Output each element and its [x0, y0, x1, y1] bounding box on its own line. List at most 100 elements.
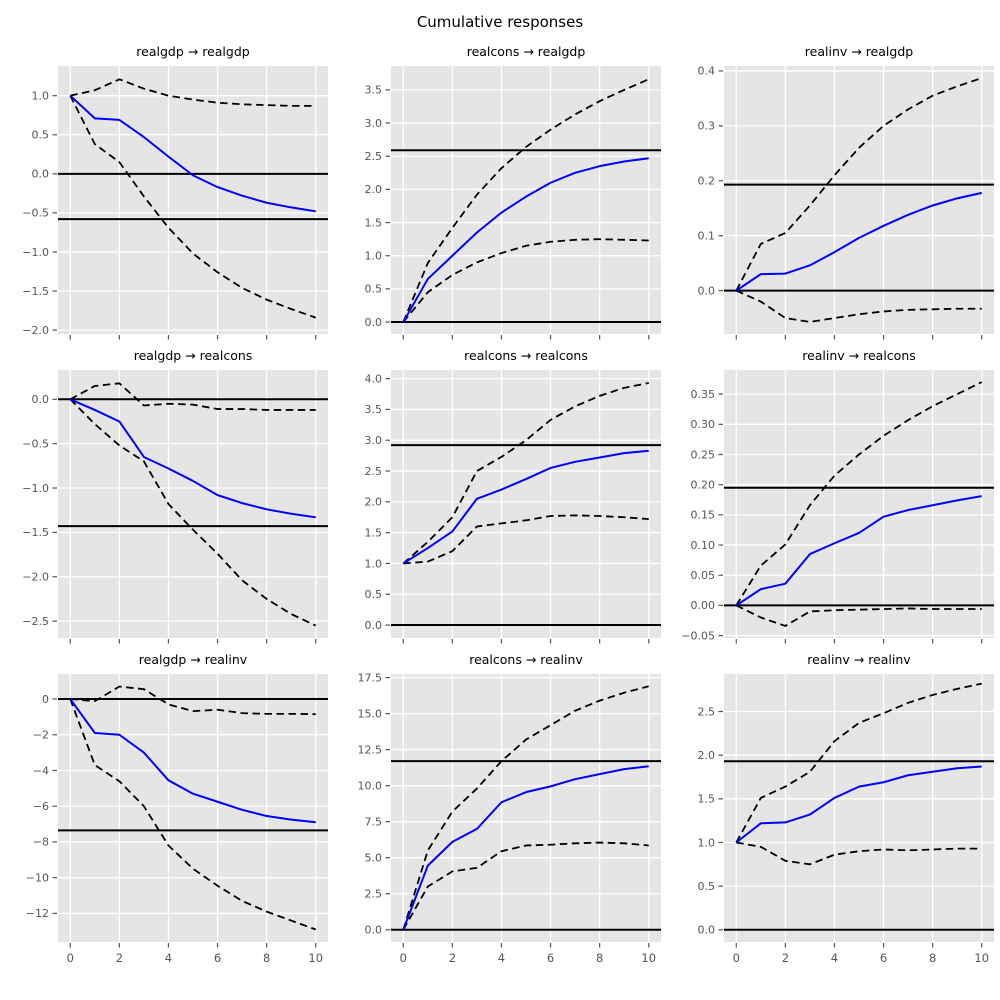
chart-cell-realcons-to-realgdp: 3.5 3.0 2.5 2.0 1.5 1.0 0.5 0.0 realcons → realg… — [334, 40, 667, 344]
lower-confidence-band — [68, 95, 316, 319]
y-tick-label: 0.00 — [690, 599, 715, 612]
y-tick-label: −6 — [32, 800, 48, 813]
y-tick-label: −4 — [32, 764, 48, 777]
chart-cell-realinv-to-realinv: 0 2 4 6 8 10 2.5 2.0 1.5 1.0 0.5 0.0 realinv → reali… — [667, 648, 1000, 984]
x-tick-label: 6 — [546, 951, 553, 965]
x-tick-label: 2 — [781, 951, 788, 965]
cumulative-response-line — [735, 191, 982, 292]
y-tick-label: 12.5 — [357, 743, 382, 756]
figure-title: Cumulative responses — [416, 13, 584, 31]
y-tick-label: 0.0 — [31, 168, 49, 181]
plot-area — [390, 66, 661, 334]
y-tick-label: 1.0 — [31, 89, 49, 102]
upper-confidence-band — [401, 685, 649, 931]
subplot-realgdp-to-realinv: 0 2 4 6 8 10 0 −2 −4 −6 −8 −10 −12 realgdp → realinv — [25, 652, 328, 965]
upper-confidence-band — [734, 77, 982, 292]
y-tick-label: 0.0 — [364, 924, 382, 937]
lower-confidence-band — [68, 698, 316, 931]
y-tick-label: 0.0 — [31, 393, 49, 406]
subplot-title: realcons → realcons — [464, 348, 588, 363]
y-tick-label: 3.5 — [364, 84, 382, 97]
subplot-realcons-to-realinv: 0 2 4 6 8 10 17.5 15.0 12.5 10.0 7.5 5.0 2.5 0.0 realc… — [357, 652, 661, 965]
y-tick-label: 0.0 — [364, 619, 382, 632]
chart-cell-realgdp-to-realinv: 0 2 4 6 8 10 0 −2 −4 −6 −8 −10 −12 realgdp → realinv — [1, 648, 334, 984]
y-tick-label: 2.5 — [697, 705, 715, 718]
y-tick-label: 3.5 — [364, 403, 382, 416]
y-tick-label: −12 — [25, 907, 48, 920]
plot-area — [390, 370, 661, 638]
y-tick-label: 5.0 — [364, 852, 382, 865]
y-tick-label: 2.0 — [364, 496, 382, 509]
y-tick-label: 17.5 — [357, 671, 382, 684]
lower-confidence-band — [402, 514, 649, 565]
x-tick-label: 10 — [974, 951, 989, 965]
y-tick-label: −1.5 — [22, 526, 49, 539]
subplot-realcons-to-realgdp: 3.5 3.0 2.5 2.0 1.5 1.0 0.5 0.0 realcons → realg… — [364, 44, 661, 340]
y-tick-label: 0.0 — [697, 284, 715, 297]
plot-area — [57, 674, 328, 942]
subplot-title: realcons → realgdp — [466, 44, 585, 59]
x-tick-label: 4 — [164, 951, 171, 965]
subplot-title: realgdp → realinv — [138, 652, 247, 667]
subplot-title: realinv → realgdp — [804, 44, 912, 59]
y-tick-label: 0.1 — [697, 229, 715, 242]
cumulative-response-line — [69, 398, 316, 519]
x-tick-label: 4 — [830, 951, 837, 965]
y-tick-label: 0.4 — [697, 65, 715, 78]
plot-area — [723, 370, 994, 638]
x-tick-label: 0 — [66, 951, 73, 965]
y-tick-label: 1.5 — [697, 793, 715, 806]
y-tick-label: −0.5 — [22, 207, 49, 220]
x-tick-label: 6 — [879, 951, 886, 965]
y-tick-label: 0.05 — [690, 569, 715, 582]
y-tick-label: −2.0 — [22, 571, 49, 584]
upper-confidence-band — [401, 78, 649, 323]
cumulative-response-line — [402, 449, 649, 565]
y-tick-label: 1.0 — [364, 250, 382, 263]
x-tick-label: 10 — [641, 951, 656, 965]
y-tick-label: 2.5 — [364, 150, 382, 163]
lower-confidence-band — [69, 398, 316, 627]
plot-area — [390, 674, 661, 942]
x-tick-label: 2 — [448, 951, 455, 965]
subplot-realcons-to-realcons: 4.0 3.5 3.0 2.5 2.0 1.5 1.0 0.5 0.0 realcons → re… — [364, 348, 661, 644]
x-tick-label: 0 — [399, 951, 406, 965]
upper-confidence-band — [69, 685, 316, 716]
chart-cell-realgdp-to-realgdp: 1.0 0.5 0.0 −0.5 −1.0 −1.5 −2.0 realgdp → realg… — [1, 40, 334, 344]
chart-cell-realinv-to-realgdp: 0.4 0.3 0.2 0.1 0.0 realinv → realgdp — [667, 40, 1000, 344]
cumulative-response-line — [735, 495, 982, 607]
upper-confidence-band — [735, 381, 982, 606]
y-tick-label: 0.0 — [364, 316, 382, 329]
cumulative-response-line — [401, 157, 649, 323]
y-tick-label: 0.5 — [31, 129, 49, 142]
x-tick-label: 8 — [595, 951, 602, 965]
x-tick-label: 4 — [497, 951, 504, 965]
y-tick-label: −2.5 — [22, 615, 49, 628]
y-tick-label: 0.15 — [690, 509, 715, 522]
y-tick-label: 0.5 — [364, 588, 382, 601]
x-tick-label: 2 — [115, 951, 122, 965]
y-tick-label: −1.5 — [22, 285, 49, 298]
upper-confidence-band — [69, 78, 316, 107]
y-tick-label: 0.2 — [697, 175, 715, 188]
plot-area — [723, 674, 994, 942]
subplot-realinv-to-realcons: 0.35 0.30 0.25 0.20 0.15 0.10 0.05 0.00 −0.05 rea… — [681, 348, 994, 644]
chart-cell-realcons-to-realcons: 4.0 3.5 3.0 2.5 2.0 1.5 1.0 0.5 0.0 realcons → re… — [334, 344, 667, 648]
y-tick-label: 0.10 — [690, 539, 715, 552]
x-tick-label: 8 — [928, 951, 935, 965]
y-tick-label: −0.5 — [22, 437, 49, 450]
y-tick-label: 15.0 — [357, 707, 382, 720]
y-tick-label: −0.05 — [681, 629, 715, 642]
chart-cell-realcons-to-realinv: 0 2 4 6 8 10 17.5 15.0 12.5 10.0 7.5 5.0 2.5 0.0 realc… — [334, 648, 667, 984]
x-tick-label: 10 — [308, 951, 323, 965]
lower-confidence-band — [735, 841, 982, 866]
cumulative-response-line — [68, 698, 316, 824]
cumulative-response-line — [69, 94, 316, 213]
y-tick-label: 0.0 — [697, 924, 715, 937]
chart-cell-realinv-to-realcons: 0.35 0.30 0.25 0.20 0.15 0.10 0.05 0.00 −0.05 rea… — [667, 344, 1000, 648]
y-tick-label: 2.0 — [364, 183, 382, 196]
y-tick-label: 2.0 — [697, 749, 715, 762]
y-tick-label: 0.5 — [697, 880, 715, 893]
y-tick-label: −10 — [25, 871, 48, 884]
y-tick-label: 10.0 — [357, 779, 382, 792]
